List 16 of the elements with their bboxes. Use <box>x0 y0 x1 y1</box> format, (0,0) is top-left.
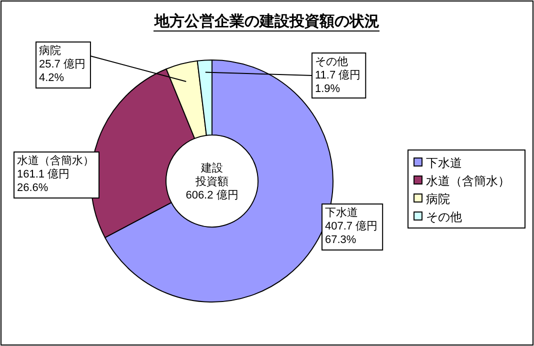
text: 投資額 <box>194 175 228 188</box>
legend-label: 水道（含簡水） <box>426 174 510 188</box>
slice-label: 下水道 <box>325 206 358 219</box>
data-label: 25.7 億円 4.2% <box>39 58 86 84</box>
data-label: 407.7 億円 67.3% <box>325 220 378 246</box>
legend-label: 病院 <box>426 192 450 206</box>
legend-label: その他 <box>426 210 462 224</box>
slice-label: 水道（含簡水） <box>17 154 94 167</box>
slice-label: 病院 <box>39 44 61 57</box>
data-label: 11.7 億円 1.9% <box>315 68 361 95</box>
chart-title: 地方公営企業の建設投資額の状況 <box>154 12 380 30</box>
text: 606.2 億円 <box>186 188 238 202</box>
data-label: 161.1 億円 26.6% <box>17 168 70 194</box>
text: 建設 <box>200 162 223 174</box>
slice-label: その他 <box>315 56 348 68</box>
legend-label: 下水道 <box>426 156 462 170</box>
